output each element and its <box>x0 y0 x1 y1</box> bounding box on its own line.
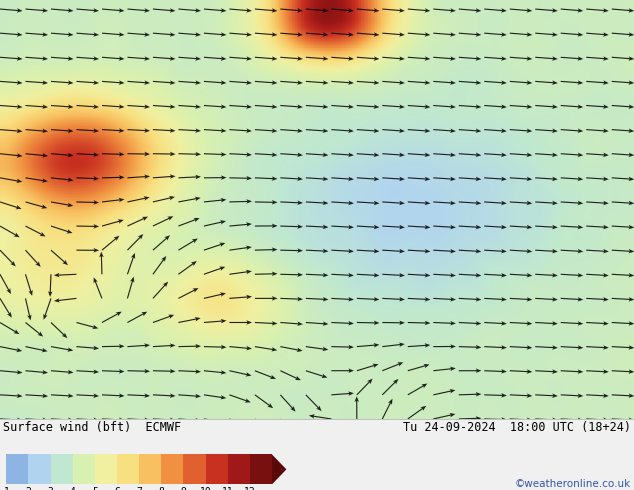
Bar <box>161 455 183 484</box>
Text: 5: 5 <box>92 487 98 490</box>
Bar <box>228 455 250 484</box>
Bar <box>183 455 205 484</box>
Text: 2: 2 <box>25 487 32 490</box>
Text: 8: 8 <box>158 487 164 490</box>
Text: 3: 3 <box>48 487 53 490</box>
Bar <box>6 455 29 484</box>
Text: Surface wind (bft)  ECMWF: Surface wind (bft) ECMWF <box>3 421 181 434</box>
Text: 12: 12 <box>244 487 256 490</box>
Text: 11: 11 <box>222 487 233 490</box>
Bar <box>139 455 161 484</box>
Bar <box>117 455 139 484</box>
Bar <box>95 455 117 484</box>
Polygon shape <box>272 455 287 484</box>
Text: 6: 6 <box>114 487 120 490</box>
Bar <box>29 455 51 484</box>
Text: 9: 9 <box>181 487 186 490</box>
Text: 4: 4 <box>70 487 75 490</box>
Text: 10: 10 <box>200 487 212 490</box>
Bar <box>51 455 73 484</box>
Text: 7: 7 <box>136 487 142 490</box>
Text: 1: 1 <box>3 487 10 490</box>
Bar <box>73 455 95 484</box>
Text: ©weatheronline.co.uk: ©weatheronline.co.uk <box>515 479 631 489</box>
Bar <box>250 455 272 484</box>
Text: Tu 24-09-2024  18:00 UTC (18+24): Tu 24-09-2024 18:00 UTC (18+24) <box>403 421 631 434</box>
Bar <box>205 455 228 484</box>
